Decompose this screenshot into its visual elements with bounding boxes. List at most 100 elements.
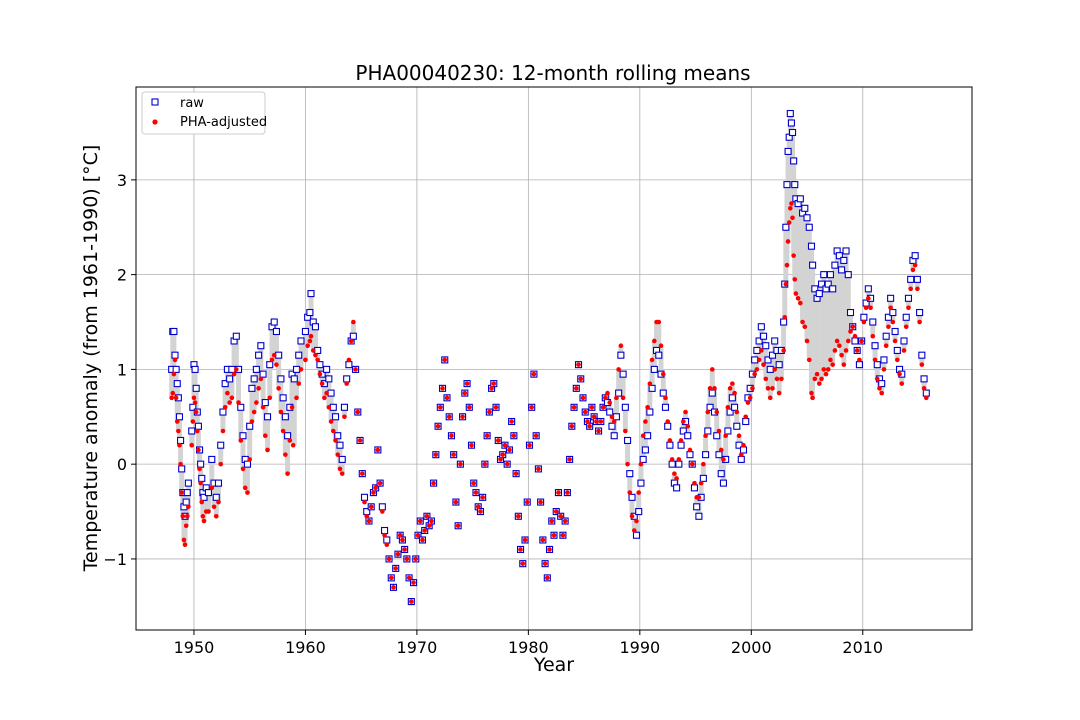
raw-point [668, 460, 676, 468]
adjusted-point [734, 409, 740, 415]
adjusted-point [174, 419, 180, 424]
raw-point [212, 493, 220, 501]
raw-point [336, 441, 344, 449]
adjusted-point [798, 300, 803, 306]
adjusted-point [231, 371, 237, 377]
adjusted-point [240, 466, 246, 472]
adjusted-point [658, 343, 664, 349]
adjusted-point [395, 551, 401, 557]
adjusted-point [227, 400, 232, 405]
adjusted-point [852, 333, 858, 339]
adjusted-point [290, 442, 296, 448]
legend-label-adjusted: PHA-adjusted [180, 115, 267, 130]
adjusted-point [196, 447, 201, 453]
adjusted-point [431, 480, 436, 486]
adjusted-point [634, 518, 639, 524]
raw-point [198, 474, 206, 482]
adjusted-point [866, 296, 871, 301]
adjusted-point [636, 490, 642, 495]
adjusted-point [919, 362, 925, 367]
adjusted-point [375, 447, 381, 453]
adjusted-point [754, 367, 760, 372]
raw-point [615, 389, 623, 397]
adjusted-point [538, 499, 543, 505]
raw-point [632, 531, 641, 539]
adjusted-point [834, 338, 840, 344]
raw-point [340, 403, 348, 411]
adjusted-point [861, 319, 867, 325]
adjusted-point [458, 461, 463, 467]
adjusted-point [280, 428, 286, 434]
adjusted-point [199, 499, 205, 505]
adjusted-point [747, 395, 753, 401]
adjusted-point [536, 466, 541, 472]
adjusted-point [883, 343, 889, 349]
adjusted-point [294, 395, 299, 401]
raw-point [731, 403, 739, 411]
raw-point [644, 432, 652, 440]
raw-point [719, 479, 727, 487]
x-axis-label: Year [533, 654, 574, 676]
adjusted-point [689, 461, 695, 467]
adjusted-point [218, 461, 224, 467]
raw-point [702, 451, 710, 459]
raw-point [891, 327, 899, 336]
adjusted-point [265, 447, 270, 453]
raw-point [255, 351, 263, 359]
adjusted-point [647, 381, 653, 386]
raw-point [349, 332, 357, 340]
adjusted-point [480, 495, 485, 500]
adjusted-point [591, 414, 597, 420]
adjusted-point [251, 409, 257, 415]
adjusted-point [380, 509, 385, 514]
raw-point [787, 119, 795, 127]
adjusted-point [752, 371, 757, 377]
adjusted-point [368, 504, 374, 510]
raw-point [237, 403, 245, 411]
raw-point [228, 365, 236, 373]
raw-point [343, 375, 351, 383]
adjusted-point [242, 485, 248, 491]
raw-point [739, 446, 748, 454]
raw-point [803, 214, 811, 222]
adjusted-point [351, 319, 356, 325]
raw-point [327, 389, 335, 397]
adjusted-point [362, 499, 367, 505]
adjusted-point [211, 504, 217, 510]
adjusted-point [335, 452, 341, 457]
legend-marker-adjusted [152, 119, 158, 125]
raw-point [771, 337, 779, 345]
raw-point [612, 413, 620, 421]
adjusted-point [522, 537, 528, 543]
adjusted-point [328, 419, 334, 424]
adjusted-point [201, 518, 207, 524]
adjusted-point [560, 532, 566, 538]
adjusted-point [830, 362, 835, 367]
adjusted-point [303, 357, 308, 363]
adjusted-point [402, 547, 407, 552]
raw-point [728, 394, 736, 402]
raw-point [617, 351, 625, 359]
adjusted-point [493, 405, 499, 410]
adjusted-point [859, 338, 864, 344]
adjusted-point [665, 419, 670, 424]
adjusted-point [828, 357, 833, 363]
raw-point [920, 375, 928, 383]
adjusted-series [169, 201, 929, 604]
adjusted-point [701, 461, 706, 467]
adjusted-point [743, 414, 749, 420]
raw-point [826, 271, 834, 279]
raw-point [838, 266, 846, 274]
adjusted-point [908, 286, 913, 292]
raw-point [217, 441, 225, 449]
raw-point [693, 503, 701, 511]
raw-point [811, 285, 819, 293]
adjusted-point [225, 390, 230, 396]
adjusted-point [837, 343, 842, 349]
adjusted-point [703, 433, 708, 439]
adjusted-point [770, 386, 775, 391]
adjusted-point [478, 509, 483, 514]
adjusted-point [326, 405, 332, 410]
adjusted-point [475, 504, 481, 510]
